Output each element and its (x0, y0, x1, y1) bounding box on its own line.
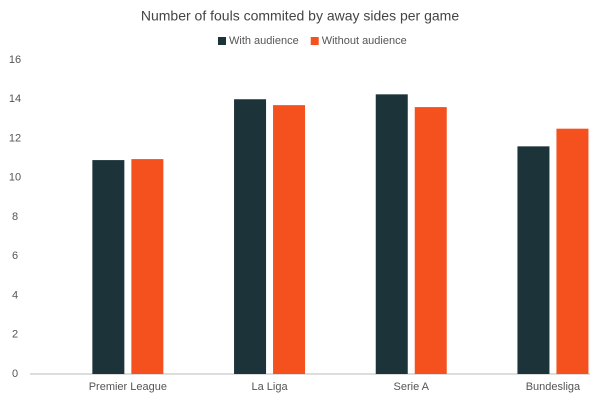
legend-swatch (310, 37, 319, 45)
x-tick-label: La Liga (252, 381, 289, 393)
y-tick-label: 12 (9, 132, 21, 144)
y-tick-label: 6 (12, 250, 18, 262)
y-tick-label: 16 (9, 54, 21, 66)
bar (234, 99, 267, 374)
bar (273, 105, 306, 374)
x-tick-label: Serie A (394, 381, 430, 393)
legend-swatch (218, 37, 226, 45)
bar (414, 107, 447, 374)
y-tick-label: 10 (9, 172, 21, 184)
y-tick-label: 2 (12, 329, 18, 341)
bar (375, 94, 408, 374)
legend-label: With audience (229, 35, 299, 47)
y-tick-label: 14 (9, 93, 21, 105)
y-tick-label: 4 (12, 289, 18, 301)
x-tick-label: Premier League (89, 381, 167, 393)
chart-title: Number of fouls commited by away sides p… (141, 8, 459, 24)
legend-label: Without audience (322, 35, 407, 47)
y-tick-label: 8 (12, 211, 18, 223)
bar (517, 146, 550, 374)
x-tick-label: Bundesliga (526, 381, 581, 393)
y-tick-label: 0 (12, 368, 18, 380)
bar (131, 159, 164, 374)
bar (92, 160, 125, 374)
bar (556, 128, 589, 374)
